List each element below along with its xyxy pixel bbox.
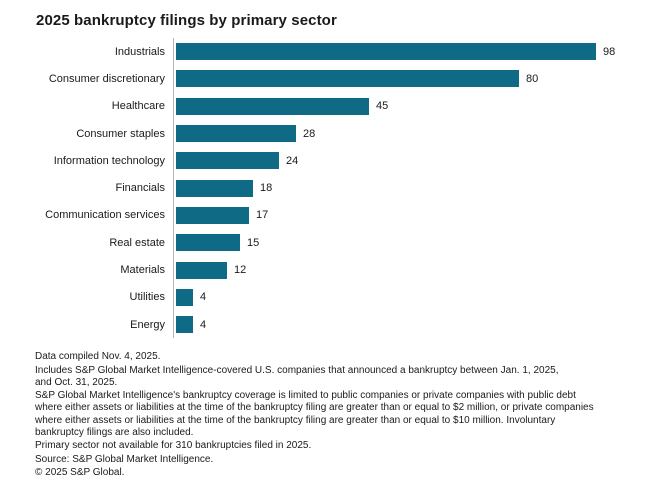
chart-row: Industrials 98 (35, 38, 637, 65)
category-label: Utilities (129, 291, 165, 304)
footnote-methodology: S&P Global Market Intelligence's bankrup… (35, 390, 594, 439)
bar-track: 98 (173, 43, 616, 61)
bar (176, 97, 369, 115)
bar-track: 4 (173, 288, 207, 306)
footnote-source: Source: S&P Global Market Intelligence. (35, 453, 214, 465)
value-label: 28 (303, 127, 316, 140)
category-label: Healthcare (111, 100, 165, 113)
category-label: Industrials (114, 45, 165, 58)
bar-track: 15 (173, 234, 260, 252)
bar (176, 152, 279, 170)
bar (176, 288, 193, 306)
bar-chart: Industrials 98 Consumer discretionary 80 Hea… (35, 38, 637, 339)
footnote-data-compiled: Data compiled Nov. 4, 2025. (35, 351, 161, 363)
bar-track: 80 (173, 70, 539, 88)
chart-row: Consumer staples 28 (35, 120, 637, 147)
chart-row: Energy 4 (35, 311, 637, 338)
chart-row: Utilities 4 (35, 284, 637, 311)
bar (176, 70, 519, 88)
value-label: 15 (247, 236, 260, 249)
chart-row: Real estate 15 (35, 229, 637, 256)
value-label: 4 (200, 318, 207, 331)
footnote-copyright: © 2025 S&P Global. (35, 466, 125, 478)
value-label: 4 (200, 291, 207, 304)
bar-track: 28 (173, 125, 316, 143)
chart-row: Information technology 24 (35, 147, 637, 174)
bar (176, 316, 193, 334)
category-label: Materials (120, 264, 165, 277)
bar (176, 43, 596, 61)
value-label: 45 (376, 100, 389, 113)
chart-row: Healthcare 45 (35, 93, 637, 120)
category-label: Consumer discretionary (48, 72, 165, 85)
category-label: Energy (130, 318, 165, 331)
bar-track: 17 (173, 206, 269, 224)
chart-row: Materials 12 (35, 256, 637, 283)
value-label: 18 (260, 182, 273, 195)
category-label: Information technology (53, 154, 165, 167)
footnote-sector-availability: Primary sector not available for 310 ban… (35, 440, 312, 452)
category-label: Real estate (109, 236, 165, 249)
bar-track: 24 (173, 152, 299, 170)
bar-track: 18 (173, 179, 273, 197)
chart-plot-area: Industrials 98 Consumer discretionary 80 Hea… (35, 38, 637, 338)
bar-track: 12 (173, 261, 247, 279)
bar (176, 206, 249, 224)
value-label: 12 (234, 264, 247, 277)
value-label: 80 (526, 72, 539, 85)
chart-title: 2025 bankruptcy filings by primary secto… (36, 12, 337, 29)
category-label: Consumer staples (76, 127, 165, 140)
bar (176, 261, 227, 279)
value-label: 17 (256, 209, 269, 222)
footnotes-block: Data compiled Nov. 4, 2025. Includes S&P… (35, 351, 637, 479)
chart-row: Financials 18 (35, 174, 637, 201)
value-label: 24 (286, 154, 299, 167)
bar-track: 45 (173, 97, 389, 115)
bar (176, 234, 240, 252)
chart-row: Consumer discretionary 80 (35, 65, 637, 92)
category-label: Communication services (45, 209, 165, 222)
bar-track: 4 (173, 316, 207, 334)
y-axis-line (173, 38, 174, 339)
footnote-coverage-period: Includes S&P Global Market Intelligence-… (35, 364, 559, 388)
category-label: Financials (115, 182, 165, 195)
bar (176, 125, 296, 143)
chart-row: Communication services 17 (35, 202, 637, 229)
value-label: 98 (603, 45, 616, 58)
bar (176, 179, 253, 197)
